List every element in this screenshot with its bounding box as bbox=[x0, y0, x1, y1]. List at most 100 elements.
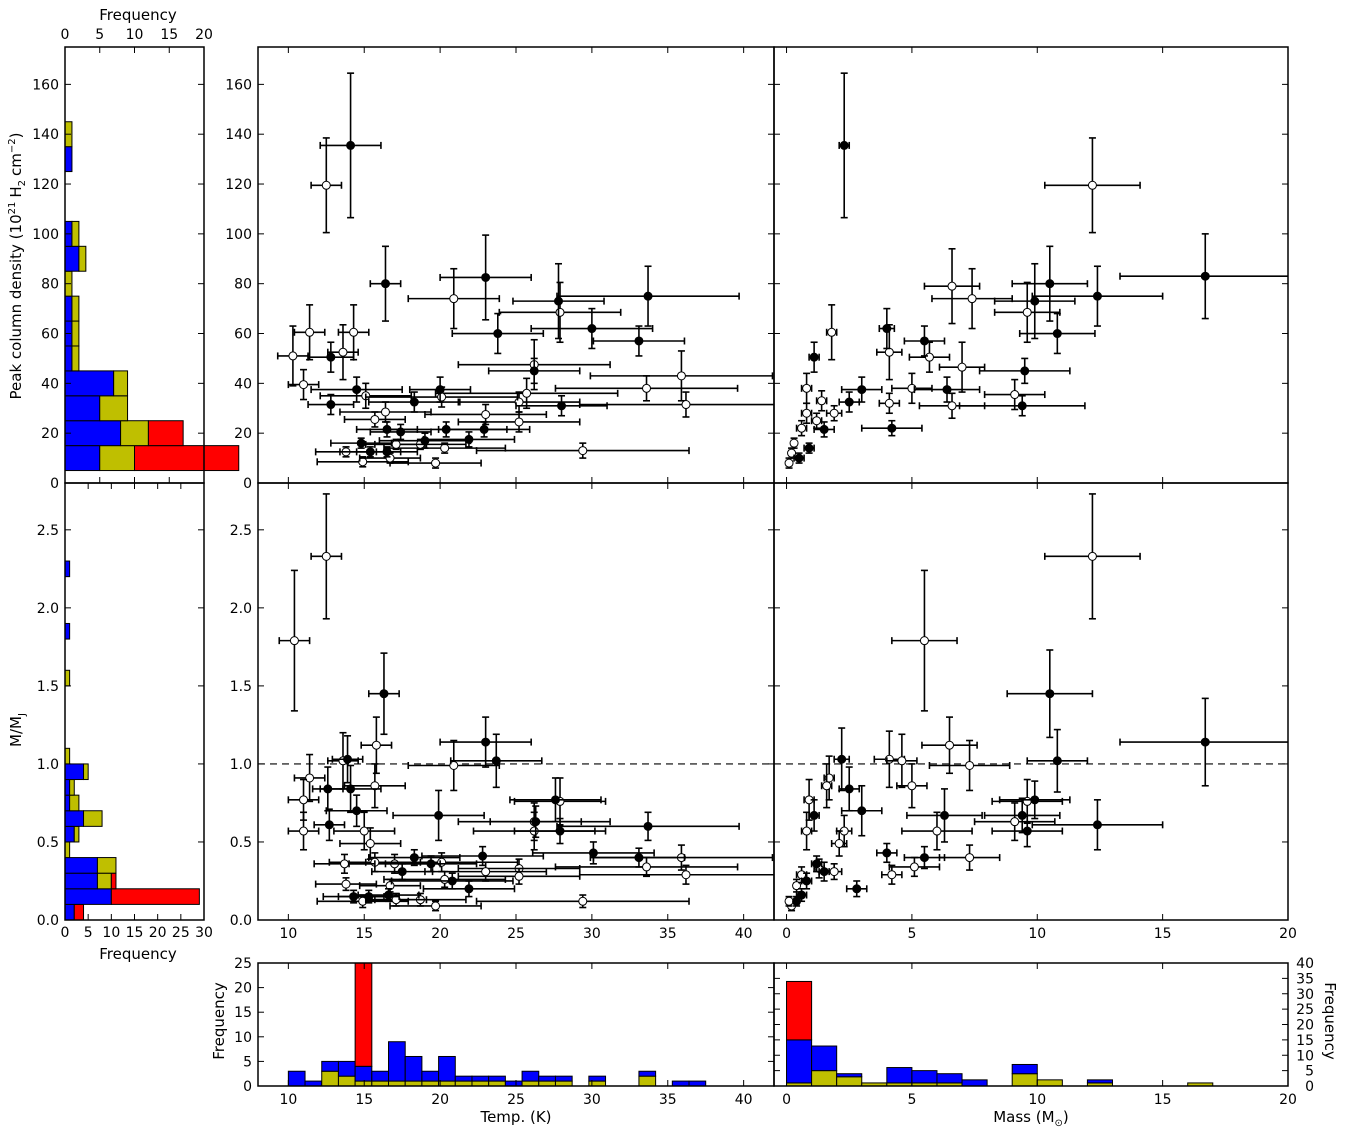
hist-bar-olive bbox=[71, 295, 80, 322]
x-tick-label: 35 bbox=[659, 1092, 677, 1108]
open-data-point bbox=[967, 294, 977, 304]
open-data-point bbox=[827, 327, 837, 337]
y-tick-label: 120 bbox=[225, 177, 252, 193]
hist-bar-blue bbox=[64, 825, 75, 843]
hist-bar-blue bbox=[588, 1075, 607, 1082]
filled-data-point bbox=[409, 853, 419, 863]
hist-bar-blue bbox=[64, 245, 80, 272]
y-tick-label: 20 bbox=[234, 981, 252, 997]
open-data-point bbox=[289, 636, 299, 646]
x-tick-label: 10 bbox=[279, 926, 297, 942]
open-data-point bbox=[1010, 390, 1020, 400]
open-data-point bbox=[365, 839, 375, 849]
open-data-point bbox=[642, 383, 652, 393]
y-tick-label: 0 bbox=[50, 476, 59, 492]
filled-data-point bbox=[1052, 756, 1062, 766]
open-data-point bbox=[784, 458, 794, 468]
hist-bar-olive bbox=[71, 320, 80, 347]
y-tick-label: 40 bbox=[1296, 956, 1314, 972]
hist-bar-blue bbox=[64, 888, 112, 905]
open-data-point bbox=[349, 327, 359, 337]
open-data-point bbox=[431, 901, 441, 911]
open-data-point bbox=[341, 879, 351, 889]
hist-bar-blue bbox=[64, 857, 98, 874]
open-data-point bbox=[834, 839, 844, 849]
open-data-point bbox=[965, 853, 975, 863]
filled-data-point bbox=[819, 424, 829, 434]
open-data-point bbox=[481, 867, 491, 877]
filled-data-point bbox=[1020, 366, 1030, 376]
open-data-point bbox=[784, 896, 794, 906]
y-tick-label: 40 bbox=[234, 376, 252, 392]
filled-data-point bbox=[1045, 279, 1055, 289]
x-tick-label: 0 bbox=[782, 926, 791, 942]
filled-data-point bbox=[324, 820, 334, 830]
open-data-point bbox=[514, 417, 524, 427]
x-tick-label: 15 bbox=[355, 1092, 373, 1108]
filled-data-point bbox=[529, 366, 539, 376]
open-data-point bbox=[440, 874, 450, 884]
hist-bar-blue bbox=[64, 903, 75, 921]
x-tick-label: 10 bbox=[126, 27, 144, 43]
scatter-points-mass_vs_column_density bbox=[784, 72, 1288, 469]
filled-data-point bbox=[939, 810, 949, 820]
filled-data-point bbox=[352, 385, 362, 395]
hist-bar-blue bbox=[421, 1070, 440, 1082]
filled-data-point bbox=[384, 890, 394, 900]
filled-data-point bbox=[352, 806, 362, 816]
filled-data-point bbox=[346, 140, 356, 150]
temp-axis-label: Temp. (K) bbox=[479, 1108, 551, 1126]
hist-bar-olive bbox=[836, 1076, 863, 1087]
open-data-point bbox=[437, 857, 447, 867]
peak-column-density-label: Peak column density (1021H2cm−2) bbox=[7, 133, 28, 400]
open-data-point bbox=[817, 396, 827, 406]
x-tick-label: 30 bbox=[195, 925, 213, 941]
y-tick-label: 15 bbox=[234, 1005, 252, 1021]
open-data-point bbox=[884, 398, 894, 408]
y-tick-label: 80 bbox=[234, 277, 252, 293]
x-tick-label: 5 bbox=[84, 925, 93, 941]
filled-data-point bbox=[812, 859, 822, 869]
filled-data-point bbox=[464, 434, 474, 444]
filled-data-point bbox=[1017, 401, 1027, 411]
filled-data-point bbox=[882, 324, 892, 334]
y-tick-label: 2.5 bbox=[230, 523, 252, 539]
filled-data-point bbox=[435, 385, 445, 395]
hist-bar-olive bbox=[78, 245, 87, 272]
hist-bar-blue bbox=[488, 1075, 506, 1082]
filled-data-point bbox=[643, 821, 653, 831]
x-tick-label: 15 bbox=[1154, 926, 1172, 942]
filled-data-point bbox=[478, 851, 488, 861]
hist-bar-olive bbox=[120, 420, 149, 447]
y-tick-label: 1.0 bbox=[230, 757, 252, 773]
mmj-histogram-frame bbox=[64, 482, 205, 921]
filled-data-point bbox=[1200, 271, 1210, 281]
hist-bar-olive bbox=[1011, 1073, 1038, 1087]
y-tick-label: 0 bbox=[243, 476, 252, 492]
y-tick-label: 2.0 bbox=[37, 601, 59, 617]
open-data-point bbox=[802, 826, 812, 836]
open-data-point bbox=[642, 862, 652, 872]
y-tick-label: 5 bbox=[243, 1054, 252, 1070]
hist-bar-olive bbox=[321, 1070, 339, 1087]
mmj-axis-label: M/MJ bbox=[7, 713, 28, 747]
mass-axis-label: Mass (M⊙) bbox=[993, 1108, 1069, 1128]
hist-bar-blue bbox=[554, 1075, 573, 1082]
filled-data-point bbox=[323, 784, 333, 794]
open-data-point bbox=[391, 439, 401, 449]
open-data-point bbox=[431, 458, 441, 468]
y-tick-label: 2.5 bbox=[37, 523, 59, 539]
hist-bar-blue bbox=[404, 1055, 423, 1082]
y-tick-label: 140 bbox=[32, 127, 59, 143]
hist-bar-blue bbox=[64, 370, 115, 397]
hist-bar-blue bbox=[64, 420, 122, 447]
open-data-point bbox=[288, 351, 298, 361]
y-tick-label: 0.0 bbox=[37, 913, 59, 929]
x-tick-label: 10 bbox=[102, 925, 120, 941]
filled-data-point bbox=[481, 272, 491, 282]
hist-bar-red bbox=[73, 903, 85, 921]
hist-bar-blue bbox=[438, 1055, 456, 1082]
mass-histogram-frame bbox=[773, 962, 1289, 1087]
filled-data-point bbox=[343, 754, 353, 764]
filled-data-point bbox=[942, 385, 952, 395]
